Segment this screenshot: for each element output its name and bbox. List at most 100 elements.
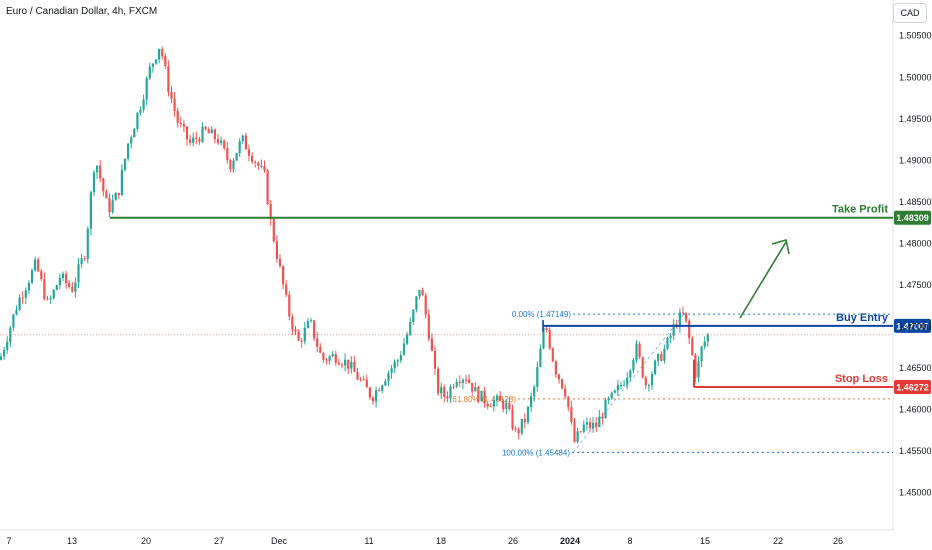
candle-body	[517, 429, 520, 434]
candle-body	[347, 359, 350, 369]
candle-body	[325, 359, 328, 361]
candle-body	[489, 406, 492, 408]
candle-body	[92, 172, 96, 193]
candle-body	[657, 353, 660, 361]
candle-body	[402, 343, 406, 355]
candle-body	[322, 352, 325, 360]
candle-body	[192, 137, 195, 143]
x-tick-label: 26	[508, 536, 518, 546]
candle-body	[278, 258, 282, 267]
candle-body	[356, 371, 359, 380]
candle-body	[52, 289, 55, 299]
candle-body	[232, 160, 235, 170]
candle-body	[533, 386, 536, 397]
y-tick-label: 1.50000	[899, 72, 932, 82]
candle-body	[9, 327, 12, 343]
candle-body	[672, 324, 675, 336]
candle-body	[294, 329, 297, 332]
candle-body	[34, 259, 37, 271]
candle-body	[573, 422, 576, 442]
currency-button[interactable]: CAD	[893, 3, 927, 23]
candle-body	[685, 312, 688, 321]
candle-body	[49, 298, 52, 300]
level-price-label: 1.47007	[896, 321, 929, 331]
level-price-tag	[894, 379, 931, 394]
trade-levels[interactable]: Take Profit 1.48309 Buy Entry 1.47007 Stop L…	[110, 204, 931, 394]
candle-body	[260, 165, 263, 167]
candle-body	[536, 366, 539, 387]
y-tick-label: 1.49000	[899, 155, 932, 165]
candle-body	[65, 273, 68, 284]
time-axis[interactable]: 7 13 20 27 Dec 11 18 26 2024 8 15 22 26	[6, 536, 843, 546]
candle-body	[539, 348, 542, 367]
candle-body	[706, 334, 709, 342]
candle-body	[409, 321, 412, 335]
candle-body	[235, 153, 238, 161]
candle-body	[185, 126, 189, 140]
candle-body	[244, 135, 247, 150]
candle-body	[151, 63, 154, 67]
candle-body	[251, 155, 254, 162]
candle-body	[313, 320, 316, 339]
candle-body	[350, 361, 353, 369]
candle-body	[223, 140, 226, 149]
candle-body	[359, 379, 362, 381]
candle-body	[288, 294, 291, 317]
candle-body	[526, 407, 530, 423]
candle-body	[3, 349, 6, 357]
candle-body	[30, 270, 34, 284]
candle-body	[83, 258, 86, 260]
candle-body	[21, 297, 24, 299]
candle-body	[18, 297, 21, 310]
candle-body	[241, 135, 244, 142]
candle-body	[468, 379, 471, 383]
candle-body	[86, 228, 89, 259]
candle-body	[316, 338, 319, 347]
projection-arrow[interactable]	[739, 238, 790, 319]
price-axis[interactable]: 1.50500 1.50000 1.49500 1.49000 1.48500 1.480…	[899, 31, 932, 498]
candle-body	[164, 56, 167, 67]
candle-body	[570, 407, 573, 423]
candle-body	[303, 327, 306, 342]
candle-body	[344, 359, 347, 366]
candle-body	[40, 271, 43, 279]
candle-body	[629, 370, 632, 378]
candle-body	[161, 48, 164, 57]
level-name-label: Take Profit	[832, 204, 888, 216]
candle-body	[328, 356, 331, 361]
candle-body	[424, 295, 427, 315]
candle-body	[530, 396, 533, 408]
x-tick-label: 27	[214, 536, 224, 546]
level-name-label: Buy Entry	[836, 312, 889, 324]
candle-body	[650, 374, 654, 386]
candle-body	[297, 331, 300, 341]
candle-body	[412, 309, 415, 322]
candle-body	[576, 431, 579, 442]
candle-body	[120, 169, 123, 196]
candle-body	[272, 219, 275, 242]
candle-body	[437, 368, 440, 394]
candle-body	[275, 241, 278, 259]
candle-body	[511, 409, 514, 429]
candle-body	[700, 346, 703, 362]
candle-body	[381, 385, 384, 392]
candle-body	[557, 374, 561, 380]
candle-body	[604, 400, 607, 419]
candle-body	[694, 354, 697, 378]
candle-body	[340, 364, 344, 366]
candle-body	[520, 418, 523, 434]
candle-body	[263, 165, 266, 171]
candle-body	[396, 360, 399, 362]
x-tick-label: 13	[67, 536, 77, 546]
candle-body	[133, 128, 136, 138]
candle-body	[443, 387, 446, 397]
candle-body	[216, 139, 220, 144]
candle-body	[440, 387, 443, 394]
candle-body	[697, 361, 700, 378]
candle-body	[579, 431, 582, 433]
x-tick-label: 11	[364, 536, 373, 546]
candle-body	[548, 330, 551, 349]
level-price-tag	[894, 318, 931, 333]
